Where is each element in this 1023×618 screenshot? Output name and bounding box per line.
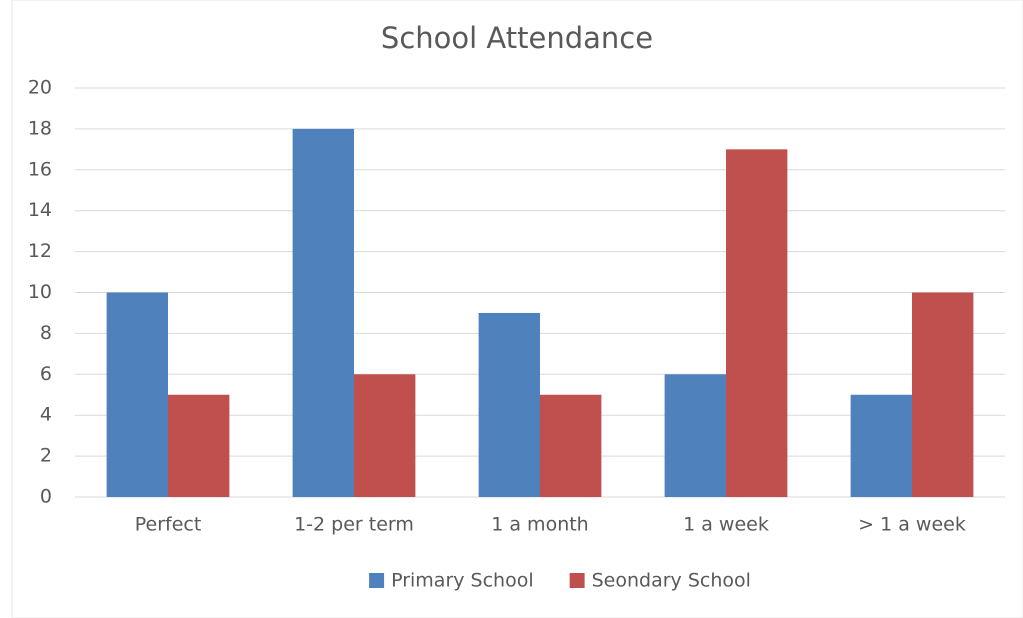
y-tick-label: 16 (28, 158, 52, 180)
legend-label: Seondary School (592, 570, 751, 592)
y-tick-label: 18 (28, 117, 52, 139)
x-tick-label: > 1 a week (858, 514, 966, 536)
legend-swatch (369, 573, 385, 588)
x-tick-label: 1 a month (491, 514, 588, 536)
bar (912, 292, 974, 497)
bar (168, 394, 230, 497)
bar (540, 394, 602, 497)
y-tick-label: 10 (28, 281, 52, 303)
x-tick-label: Perfect (135, 514, 202, 536)
bar (292, 128, 354, 497)
y-tick-label: 20 (28, 77, 52, 99)
chart-border (11, 0, 1023, 618)
y-tick-label: 0 (40, 486, 52, 508)
legend-label: Primary School (391, 570, 534, 592)
chart-title: School Attendance (381, 21, 653, 55)
bar (478, 312, 540, 497)
legend-swatch (569, 573, 585, 588)
y-tick-label: 14 (28, 199, 52, 221)
bar (664, 374, 726, 497)
y-tick-label: 2 (40, 445, 52, 467)
y-tick-label: 4 (40, 404, 52, 426)
x-tick-label: 1 a week (683, 514, 769, 536)
y-tick-label: 6 (40, 363, 52, 385)
x-tick-label: 1-2 per term (294, 514, 414, 536)
bar (106, 292, 168, 497)
y-tick-label: 8 (40, 322, 52, 344)
bar (850, 394, 912, 497)
bar (354, 374, 416, 497)
y-tick-label: 12 (28, 240, 52, 262)
bar (726, 149, 788, 497)
